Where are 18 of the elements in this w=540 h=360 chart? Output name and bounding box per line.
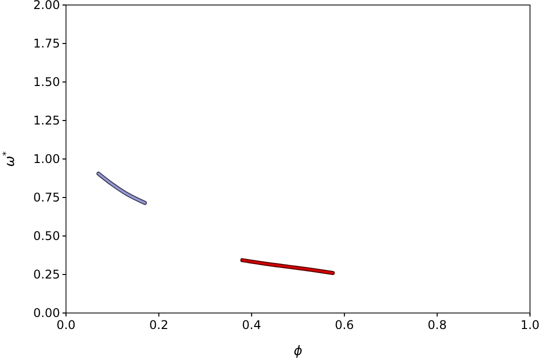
line-series — [96, 172, 147, 205]
x-tick-label: 0.8 — [428, 318, 447, 332]
x-tick-label: 0.4 — [242, 318, 262, 332]
x-tick-label: 0.0 — [56, 318, 76, 332]
y-tick-label: 0.75 — [33, 190, 60, 205]
y-tick-label: 1.50 — [33, 75, 60, 90]
y-tick-label: 1.25 — [33, 114, 60, 128]
x-tick-label: 0.2 — [149, 318, 168, 332]
x-tick-label: 0.6 — [334, 318, 354, 332]
x-tick-label: 1.0 — [520, 318, 540, 332]
y-tick-label: 1.75 — [33, 36, 60, 51]
y-tick-label: 0.25 — [33, 268, 60, 282]
x-axis-title: ϕ — [294, 344, 303, 359]
y-tick-label: 0.50 — [33, 229, 60, 244]
y-tick-label: 0.00 — [33, 306, 60, 320]
y-tick-label: 2.00 — [33, 0, 60, 12]
y-tick-label: 1.00 — [33, 152, 60, 166]
line-series — [240, 258, 335, 275]
